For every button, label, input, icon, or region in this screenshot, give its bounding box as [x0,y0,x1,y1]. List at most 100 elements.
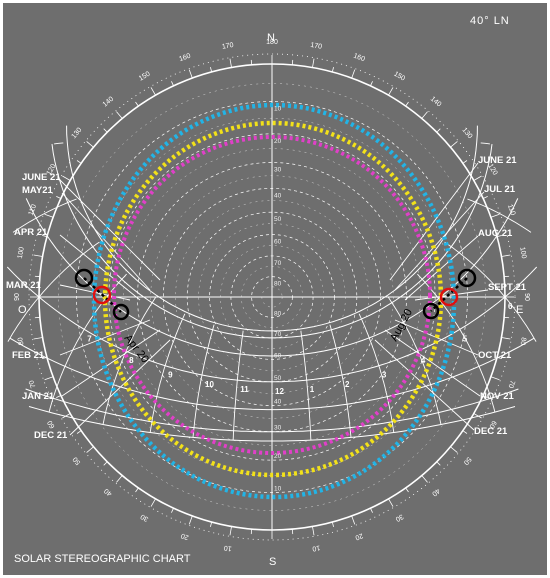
azimuth-tick [210,521,213,527]
azimuth-tick [473,413,482,419]
month-guide-line [394,191,485,291]
altitude-label: 60 [274,239,282,246]
date-markers [74,268,477,321]
azimuth-label: 60 [487,419,497,429]
azimuth-tick [421,475,428,483]
azimuth-label: 70 [28,379,37,389]
azimuth-label: 170 [221,42,234,51]
azimuth-tick [150,87,156,96]
azimuth-tick [62,413,71,419]
hour-line [300,330,312,441]
hour-line [192,324,215,438]
azimuth-tick [436,128,441,133]
hour-label: 4 [421,356,426,365]
azimuth-label: 80 [17,337,25,346]
hour-label: 5 [463,334,468,343]
month-left-feb: FEB 21 [12,350,45,361]
azimuth-label: 110 [506,204,516,217]
generated-labels: 1020304050607080901001101201301401501601… [14,39,530,552]
marker-red-right [439,287,459,307]
azimuth-tick [56,395,61,398]
azimuth-label: 20 [180,531,190,540]
east-label: E [516,304,523,316]
altitude-label: 20 [274,138,282,145]
azimuth-label: 50 [462,455,472,466]
azimuth-tick [483,395,488,398]
azimuth-tick [171,81,174,86]
azimuth-label: 150 [138,71,152,83]
hour-label: 7 [87,334,92,343]
month-guide-line [374,339,475,431]
hour-line [444,241,537,342]
azimuth-tick [436,461,441,466]
azimuth-label: 120 [46,163,58,177]
azimuth-label: 120 [486,163,498,177]
azimuth-label: 160 [178,53,191,64]
hour-label: 8 [129,356,134,365]
azimuth-tick [33,337,43,340]
azimuth-label: 150 [392,71,406,83]
altitude-label: 80 [274,310,282,317]
magenta-dotted-ring [112,135,432,455]
azimuth-tick [135,101,139,107]
month-left-dec: DEC 21 [34,430,68,441]
altitude-label: 80 [274,281,282,288]
azimuth-label: 180 [266,39,278,46]
azimuth-tick [312,58,315,68]
azimuth-label: 10 [312,544,321,552]
azimuth-tick [76,430,82,434]
altitude-label: 50 [274,216,282,223]
month-guide-line [404,235,479,301]
azimuth-tick [229,526,232,536]
hour-line [12,198,77,233]
hour-label: 6 [508,302,513,311]
azimuth-tick [483,196,488,199]
azimuth-tick [312,526,315,536]
azimuth-tick-ring [28,53,516,541]
chart-title: SOLAR STEREOGRAPHIC CHART [14,553,191,565]
azimuth-tick [490,213,500,218]
hour-line [54,142,64,145]
month-guide-line [384,329,481,397]
cyan-dotted-ring [91,102,457,500]
month-left-may: MAY21 [22,185,54,196]
month-left-apr: APR 21 [14,227,48,238]
month-guide-line [59,234,141,301]
azimuth-tick [103,461,108,466]
hour-line [232,330,244,441]
azimuth-tick [388,87,394,96]
azimuth-tick [229,58,232,68]
marker-black-right-inner [422,302,440,320]
azimuth-tick [405,101,409,107]
azimuth-tick [501,254,511,257]
azimuth-label: 80 [519,337,527,346]
azimuth-tick [188,515,193,525]
azimuth-label: 30 [140,512,150,522]
altitude-label: 70 [274,260,282,267]
azimuth-tick [188,69,193,79]
azimuth-tick [405,487,409,493]
hour-label: 11 [240,385,249,394]
azimuth-tick [86,446,94,453]
month-right-aug: AUG 21 [478,228,513,239]
azimuth-tick [490,376,500,381]
hour-line [358,313,395,433]
azimuth-tick [331,521,334,527]
altitude-label: 30 [274,425,282,432]
altitude-label: 40 [274,399,282,406]
azimuth-tick [370,81,373,86]
azimuth-tick [150,498,156,507]
azimuth-label: 30 [394,512,404,522]
altitude-label: 70 [274,331,282,338]
month-left-june: JUNE 21 [22,172,61,183]
chart-grid [6,53,538,541]
month-guide-line [61,192,151,291]
marker-black-left-outer [74,268,94,288]
month-right-nov: NOV 21 [480,391,515,402]
azimuth-label: 100 [17,246,26,259]
azimuth-label: 60 [47,419,57,429]
azimuth-tick [44,376,54,381]
hour-line [417,273,496,413]
